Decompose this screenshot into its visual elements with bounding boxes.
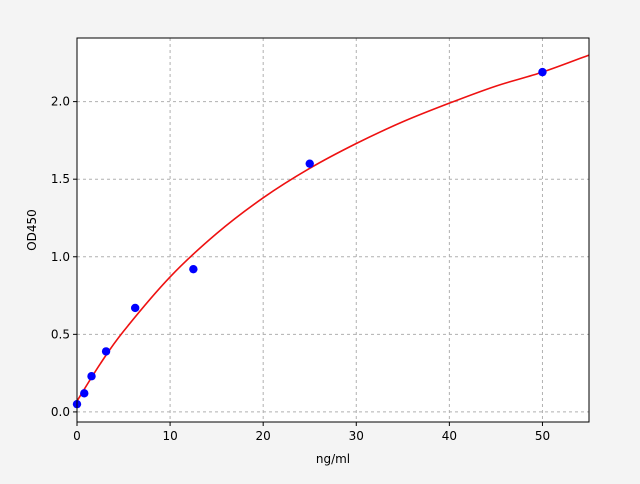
data-points-layer bbox=[72, 67, 547, 409]
x-tick-label: 10 bbox=[162, 429, 177, 443]
data-point bbox=[87, 372, 96, 381]
fit-curve bbox=[76, 54, 590, 402]
y-tick-label: 0.5 bbox=[51, 327, 70, 341]
plot-frame bbox=[76, 37, 590, 423]
data-point bbox=[101, 347, 111, 356]
data-point bbox=[189, 264, 198, 274]
data-point bbox=[305, 159, 314, 168]
x-axis-label: ng/ml bbox=[316, 452, 350, 466]
data-point bbox=[538, 67, 547, 77]
y-tick-label: 1.0 bbox=[51, 250, 70, 264]
grid bbox=[76, 38, 589, 422]
x-axis-ticks: 0 10 20 30 40 50 bbox=[73, 422, 550, 443]
x-tick-label: 50 bbox=[535, 429, 550, 443]
data-point bbox=[130, 303, 140, 313]
y-tick-label: 1.5 bbox=[51, 172, 70, 186]
y-tick-label: 2.0 bbox=[51, 95, 70, 109]
x-tick-label: 0 bbox=[73, 429, 81, 443]
plot-area bbox=[77, 38, 589, 422]
fit-curve-layer bbox=[76, 54, 590, 402]
x-tick-label: 20 bbox=[256, 429, 271, 443]
data-point bbox=[80, 389, 89, 398]
y-axis-ticks: 0.0 0.5 1.0 1.5 2.0 bbox=[51, 95, 77, 419]
x-tick-label: 30 bbox=[349, 429, 364, 443]
y-tick-label: 0.0 bbox=[51, 405, 70, 419]
y-axis-label: OD450 bbox=[25, 209, 39, 251]
x-tick-label: 40 bbox=[442, 429, 457, 443]
